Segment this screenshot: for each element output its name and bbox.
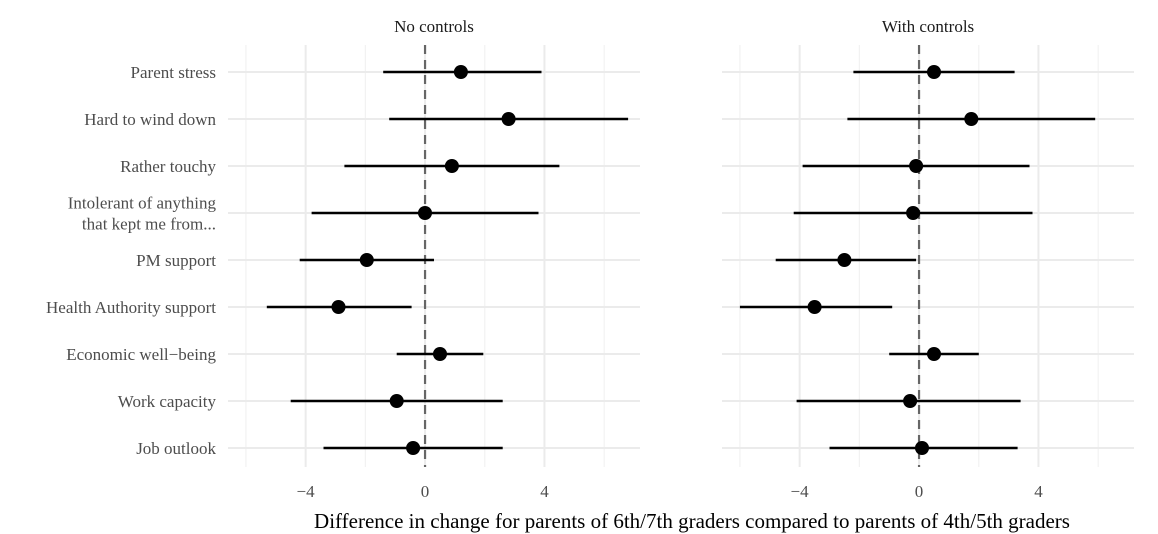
estimate-point — [909, 159, 924, 173]
estimate-point — [418, 206, 432, 220]
x-tick-label: 0 — [421, 482, 430, 501]
estimate-point — [444, 159, 459, 173]
panel-no-controls: No controls −4 0 4 — [228, 17, 640, 501]
category-label: Job outlook — [136, 439, 216, 458]
panel-title: With controls — [882, 17, 974, 36]
estimate-point — [389, 394, 404, 408]
category-label: Rather touchy — [120, 157, 216, 176]
x-tick-label: 4 — [1034, 482, 1043, 501]
x-tick-label: −4 — [297, 482, 316, 501]
category-label: Health Authority support — [46, 298, 216, 317]
estimate-point — [837, 253, 852, 267]
estimate-point — [406, 441, 421, 455]
category-label: that kept me from... — [82, 215, 216, 234]
estimate-point — [927, 65, 941, 79]
estimate-point — [453, 65, 468, 79]
estimate-point — [903, 394, 918, 408]
category-label: Intolerant of anything — [68, 194, 217, 213]
estimate-point — [807, 300, 822, 314]
category-label: Work capacity — [118, 392, 217, 411]
estimate-point — [501, 112, 516, 126]
x-tick-label: −4 — [791, 482, 810, 501]
panel-title: No controls — [394, 17, 474, 36]
category-label: Parent stress — [131, 63, 216, 82]
estimate-point — [964, 112, 979, 126]
category-labels: Parent stress Hard to wind down Rather tou… — [46, 63, 216, 458]
estimate-point — [359, 253, 374, 267]
x-tick-label: 0 — [915, 482, 924, 501]
category-label: Hard to wind down — [84, 110, 216, 129]
category-label: Economic well−being — [66, 345, 216, 364]
estimate-point — [331, 300, 346, 314]
estimate-point — [927, 347, 941, 361]
category-label: PM support — [136, 251, 216, 270]
estimate-point — [906, 206, 921, 220]
x-tick-label: 4 — [540, 482, 549, 501]
estimate-point — [433, 347, 447, 361]
x-axis-title: Difference in change for parents of 6th/… — [314, 509, 1070, 533]
panel-with-controls: With controls −4 0 4 — [722, 17, 1134, 501]
estimate-point — [915, 441, 929, 455]
